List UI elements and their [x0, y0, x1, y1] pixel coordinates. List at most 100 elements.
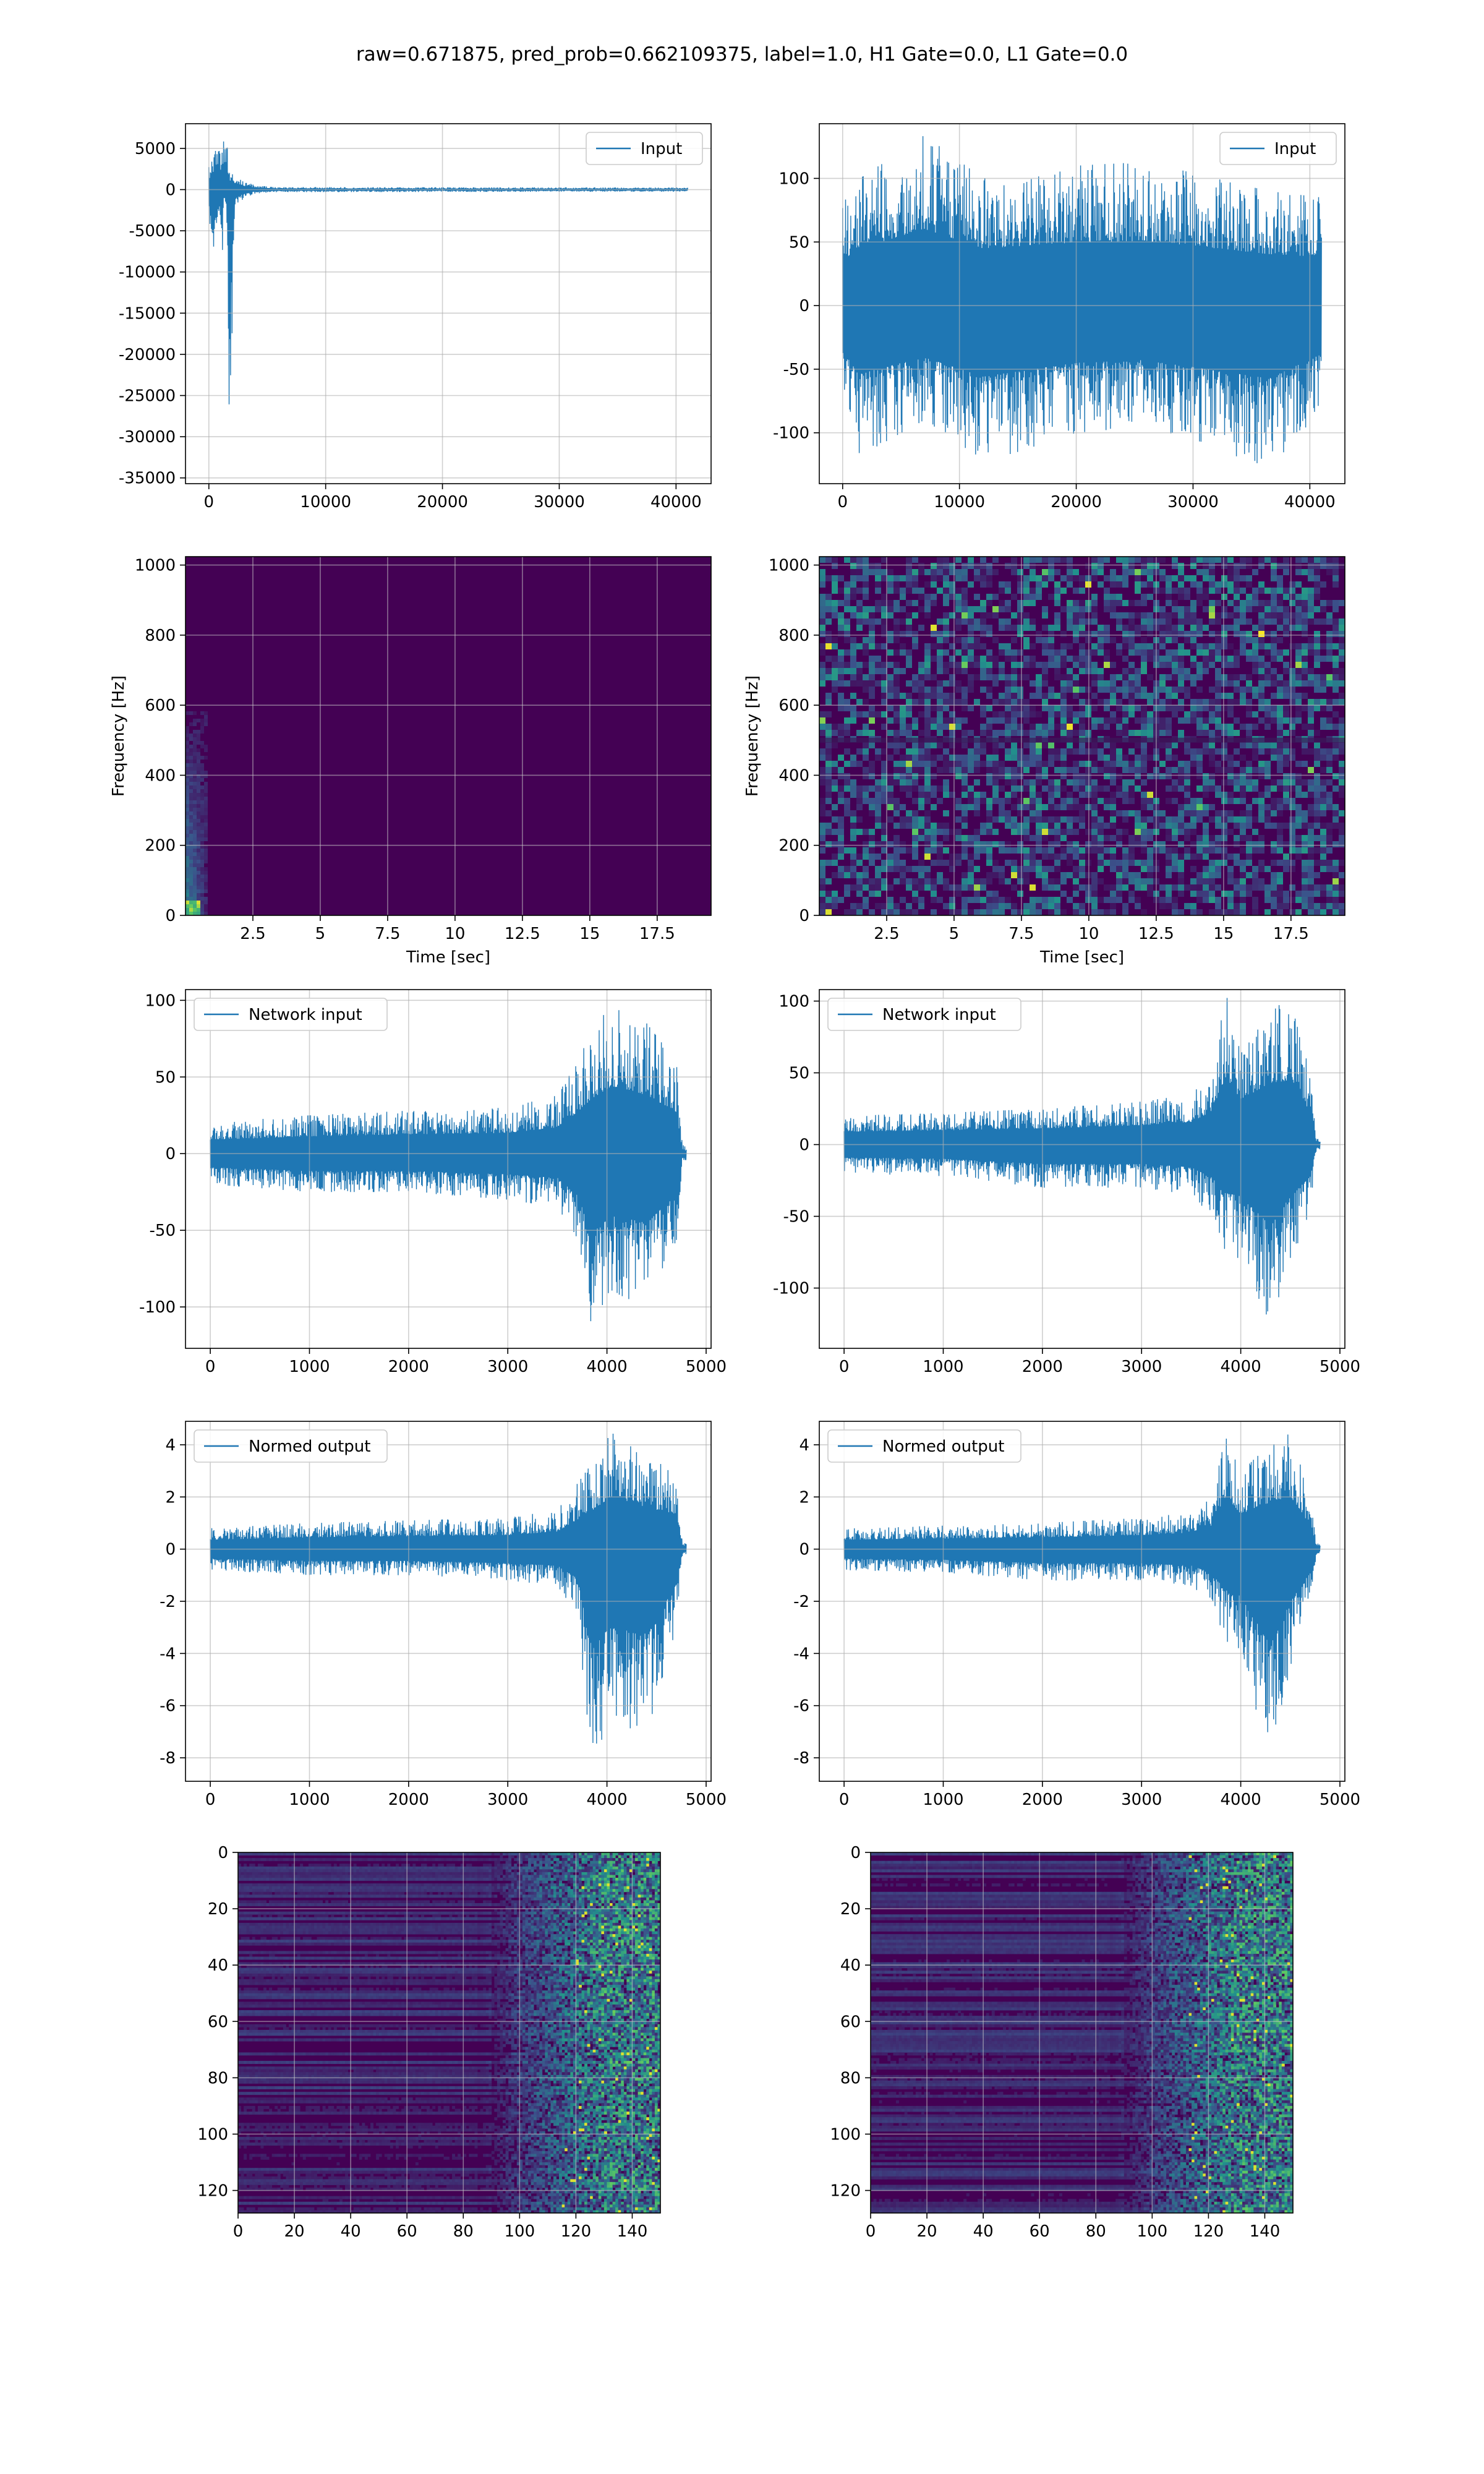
- y-tick-label: 40: [840, 1956, 861, 1975]
- x-tick-label: 4000: [1221, 1791, 1261, 1809]
- x-tick-label: 5000: [1320, 1791, 1360, 1809]
- y-tick-label: 0: [850, 1844, 861, 1862]
- y-tick-label: 2: [799, 1488, 809, 1507]
- y-tick-label: -8: [160, 1749, 176, 1768]
- h1-network-input-plot-area: [210, 1010, 687, 1322]
- legend-label: Normed output: [882, 1437, 1004, 1456]
- y-tick-label: 0: [218, 1844, 228, 1862]
- h1-feature-map-cells: [238, 1852, 660, 2213]
- l1-network-input-legend: Network input: [827, 998, 1021, 1031]
- y-tick-label: 1000: [769, 557, 809, 575]
- x-tick-label: 2000: [388, 1358, 429, 1376]
- l1-feature-map-frame: [870, 1852, 1294, 2214]
- h1-normed-output-grid: [186, 1421, 711, 1781]
- y-tick-label: 200: [778, 837, 809, 855]
- x-tick-label: 100: [505, 2222, 535, 2241]
- x-tick-label: 3000: [1121, 1791, 1162, 1809]
- h1-feature-map-plot-area: [238, 1852, 660, 2213]
- l1-normed-output-chart: 0 1000 2000 3000 4000 5000 4 2 0 -2 -4 -6 -8 Normed o…: [793, 1421, 1360, 1809]
- y-tick-label: 2: [165, 1488, 176, 1507]
- y-tick-label: 50: [789, 1064, 809, 1083]
- y-tick-label: 100: [778, 993, 809, 1011]
- l1-normed-output-plot-area: [843, 1434, 1321, 1732]
- h1-normed-output-series-line: [210, 1433, 687, 1744]
- y-tick-label: 4: [165, 1436, 176, 1455]
- y-tick-label: 50: [155, 1068, 176, 1087]
- h1-spectrogram-cells: [186, 711, 208, 915]
- x-tick-label: 30000: [534, 493, 585, 511]
- x-tick-label: 1000: [923, 1791, 963, 1809]
- x-tick-label: 0: [838, 493, 848, 511]
- x-tick-label: 40000: [650, 493, 702, 511]
- x-tick-label: 0: [233, 2222, 244, 2241]
- x-tick-label: 20: [917, 2222, 937, 2241]
- y-tick-label: 100: [778, 169, 809, 188]
- l1-feature-map-axes: 0 20 40 60 80 100 120 140 0 20 40 60 80 100 120: [830, 1844, 1280, 2241]
- x-tick-label: 17.5: [639, 925, 675, 943]
- x-tick-label: 12.5: [505, 925, 540, 943]
- h1-spectrogram-x-axis-label: Time [sec]: [406, 948, 490, 967]
- h1-spectrogram-y-axis-label: Frequency [Hz]: [109, 675, 128, 797]
- l1-network-input-chart: 0 1000 2000 3000 4000 5000 100 50 0 -50 -100 Networ…: [773, 989, 1360, 1376]
- h1-spectrogram-background: [186, 557, 711, 915]
- legend-label: Input: [1274, 140, 1316, 158]
- y-tick-label: -100: [773, 1280, 809, 1298]
- y-tick-label: -2: [160, 1593, 176, 1611]
- x-tick-label: 5: [949, 925, 960, 943]
- h1-spectrogram-axes: 2.5 5 7.5 10 12.5 15 17.5 0 200 400 600 800 1000: [135, 557, 675, 943]
- x-tick-label: 15: [1213, 925, 1234, 943]
- h1-input-plot-area: [208, 141, 688, 404]
- y-tick-label: -10000: [119, 263, 176, 282]
- x-tick-label: 5: [315, 925, 326, 943]
- x-tick-label: 1000: [289, 1358, 330, 1376]
- x-tick-label: 0: [205, 1791, 216, 1809]
- x-tick-label: 3000: [1121, 1358, 1162, 1376]
- y-tick-label: -50: [783, 1208, 809, 1226]
- y-tick-label: 40: [208, 1956, 228, 1975]
- x-tick-label: 80: [1086, 2222, 1106, 2241]
- l1-input-axes: 0 10000 20000 30000 40000 100 50 0 -50 -100: [773, 169, 1336, 511]
- y-tick-label: -20000: [119, 346, 176, 364]
- x-tick-label: 20: [284, 2222, 305, 2241]
- l1-input-series-line: [842, 136, 1322, 463]
- x-tick-label: 140: [1250, 2222, 1281, 2241]
- y-tick-label: 20: [208, 1900, 228, 1919]
- l1-network-input-frame: [819, 989, 1345, 1349]
- y-tick-label: 80: [840, 2069, 861, 2087]
- h1-input-axes: 0 10000 20000 30000 4000050000-5000-10000-15…: [119, 140, 702, 511]
- y-tick-label: -50: [150, 1222, 176, 1240]
- h1-feature-map-axes: 0 20 40 60 80 100 120 140 0 20 40 60 80 100 120: [197, 1844, 647, 2241]
- y-tick-label: 400: [145, 766, 176, 785]
- y-tick-label: -35000: [119, 469, 176, 488]
- y-tick-label: 50: [789, 233, 809, 252]
- x-tick-label: 100: [1137, 2222, 1168, 2241]
- x-tick-label: 17.5: [1273, 925, 1309, 943]
- y-tick-label: -50: [783, 361, 809, 379]
- l1-input-legend: Input: [1219, 132, 1337, 165]
- y-tick-label: 80: [208, 2069, 228, 2087]
- y-tick-label: -5000: [129, 222, 176, 241]
- x-tick-label: 80: [453, 2222, 474, 2241]
- x-tick-label: 4000: [587, 1358, 628, 1376]
- x-tick-label: 15: [579, 925, 600, 943]
- x-tick-label: 7.5: [375, 925, 400, 943]
- y-tick-label: 60: [840, 2013, 861, 2031]
- y-tick-label: 100: [197, 2125, 228, 2144]
- l1-input-grid: [819, 124, 1345, 484]
- y-tick-label: -25000: [119, 387, 176, 405]
- x-tick-label: 12.5: [1138, 925, 1174, 943]
- legend-label: Input: [641, 140, 682, 158]
- l1-spectrogram-plot-area: [819, 557, 1345, 915]
- y-tick-label: -15000: [119, 304, 176, 323]
- y-tick-label: 100: [145, 991, 176, 1010]
- l1-feature-map-plot-area: [871, 1852, 1293, 2213]
- y-tick-label: -4: [793, 1645, 809, 1663]
- h1-normed-output-chart: 0 1000 2000 3000 4000 5000 4 2 0 -2 -4 -6 -8 Normed o…: [160, 1421, 727, 1809]
- x-tick-label: 10: [445, 925, 465, 943]
- x-tick-label: 2.5: [874, 925, 899, 943]
- h1-network-input-series-line: [210, 1010, 687, 1322]
- x-tick-label: 0: [839, 1791, 850, 1809]
- h1-input-legend: Input: [586, 132, 703, 165]
- h1-normed-output-axes: 0 1000 2000 3000 4000 5000 4 2 0 -2 -4 -6 -8: [160, 1436, 727, 1809]
- x-tick-label: 10: [1078, 925, 1099, 943]
